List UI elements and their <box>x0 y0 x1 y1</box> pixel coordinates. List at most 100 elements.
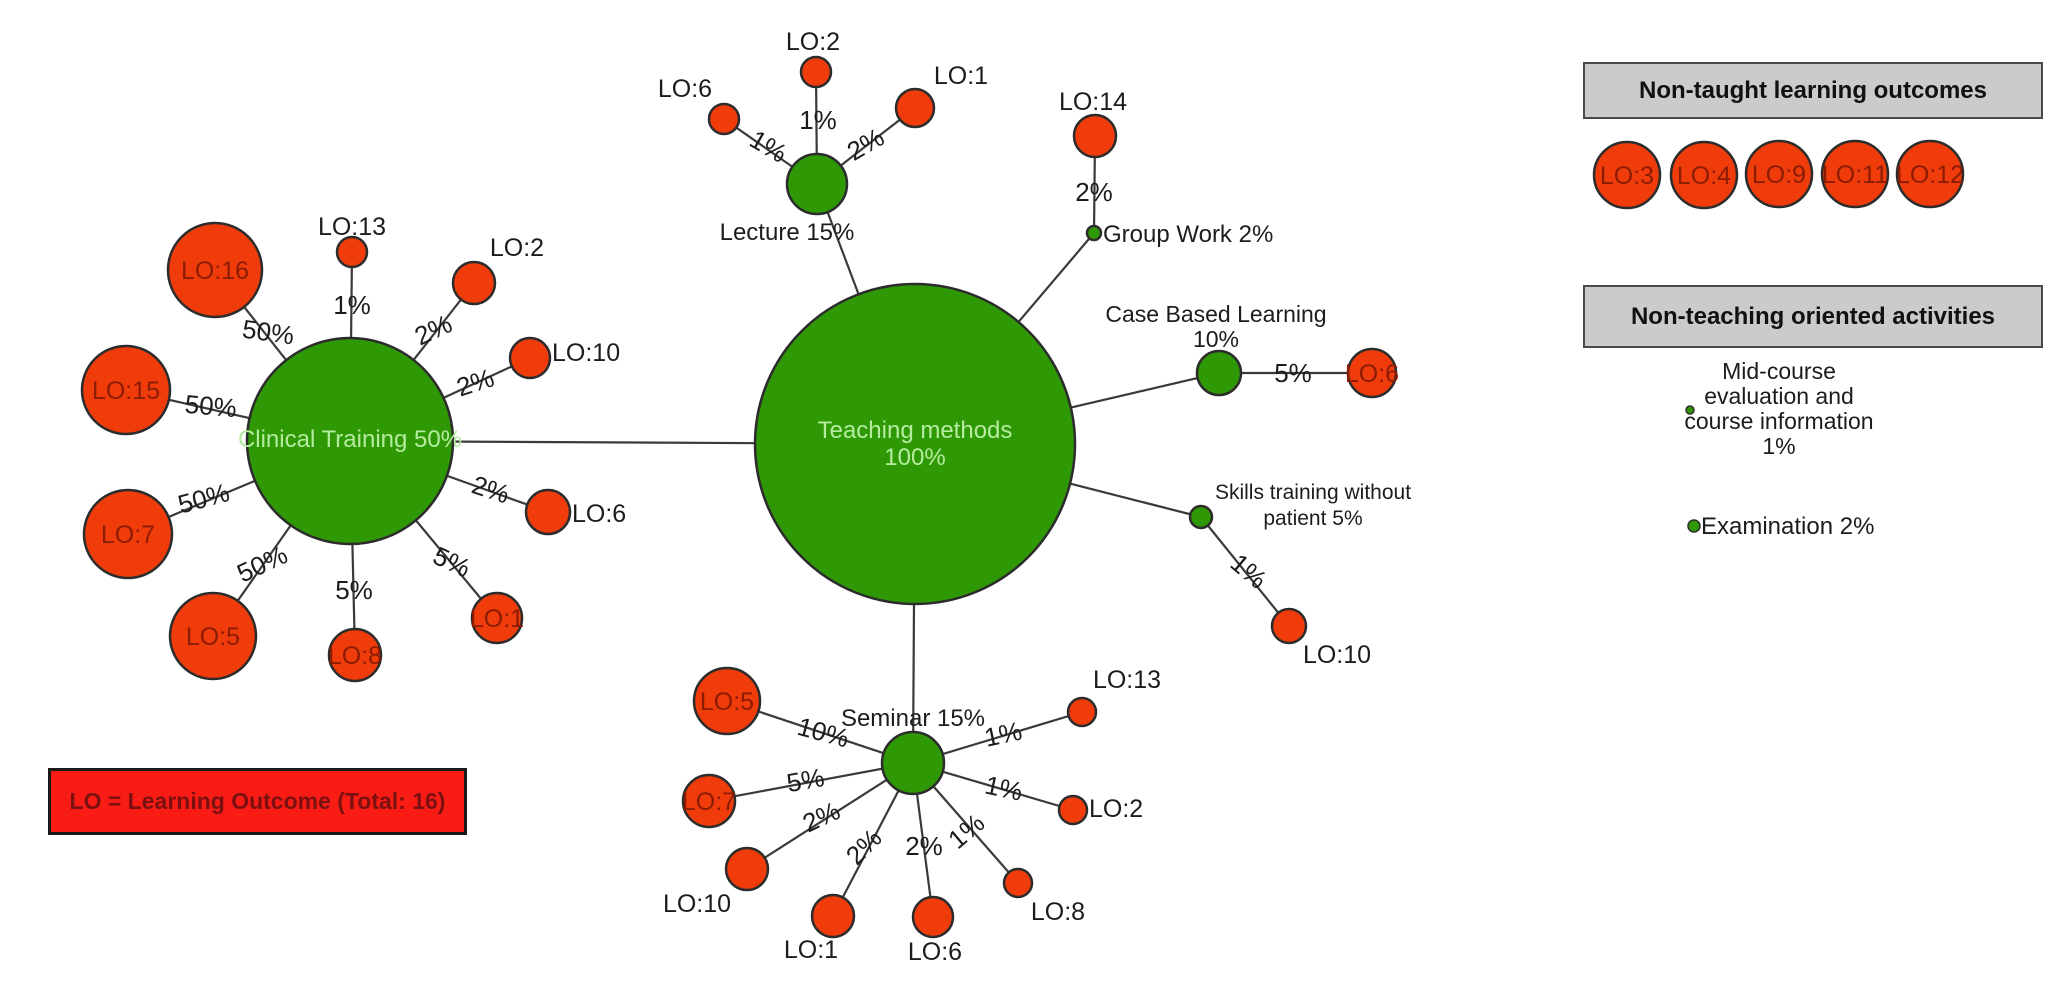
node-m_lo7 <box>681 773 737 829</box>
node-c_lo5 <box>168 591 258 681</box>
lo-definition-text: LO = Learning Outcome (Total: 16) <box>69 788 446 814</box>
node-label-l_lo2: LO:2 <box>786 28 840 56</box>
node-c_lo13 <box>335 235 369 269</box>
legend-activity-dot-mid-course-evaluation <box>1685 405 1695 415</box>
node-cbl <box>1195 349 1243 397</box>
node-label-m_lo1: LO:1 <box>784 936 838 964</box>
node-c_lo2 <box>451 260 497 306</box>
edge-label-seminar-m_lo2: 1% <box>982 770 1025 807</box>
node-skills <box>1188 504 1214 530</box>
edge-label-seminar-m_lo7: 5% <box>784 762 826 798</box>
node-label-c_lo16: LO:16 <box>181 257 249 285</box>
node-label-cbl: Case Based Learning 10% <box>1105 301 1326 352</box>
edge-seminar-m_lo10 <box>746 762 914 870</box>
node-label-g_lo14: LO:14 <box>1059 88 1127 116</box>
edge-label-clinical-c_lo6: 2% <box>468 469 513 509</box>
legend-outcome-label-LO:11: LO:11 <box>1822 161 1888 189</box>
edge-label-clinical-c_lo16: 50% <box>240 314 296 351</box>
legend-activity-label-examination: Examination 2% <box>1701 513 1874 540</box>
node-clinical <box>245 336 455 546</box>
node-seminar <box>880 730 946 796</box>
edge-skills-s_lo10 <box>1200 516 1290 627</box>
legend-outcome-LO:9 <box>1744 139 1814 209</box>
edge-label-clinical-c_lo5: 50% <box>232 539 292 588</box>
node-label-c_lo10: LO:10 <box>552 339 620 367</box>
node-label-m_lo13: LO:13 <box>1093 666 1161 694</box>
node-label-s_lo10: LO:10 <box>1303 641 1371 669</box>
node-label-m_lo8: LO:8 <box>1031 898 1085 926</box>
node-m_lo6 <box>911 895 955 939</box>
legend-non-teaching-title: Non-teaching oriented activities <box>1630 302 1996 330</box>
node-lecture <box>785 152 849 216</box>
legend-non-teaching-box: Non-teaching oriented activities <box>1583 285 2043 348</box>
legend-outcome-LO:12 <box>1895 139 1965 209</box>
node-label-b_lo6: LO:6 <box>1345 360 1399 388</box>
node-c_lo6 <box>524 488 572 536</box>
edge-label-cbl-b_lo6: 5% <box>1274 358 1312 388</box>
edge-label-groupwork-g_lo14: 2% <box>1075 177 1113 207</box>
node-label-l_lo6: LO:6 <box>658 75 712 103</box>
node-c_lo7 <box>82 488 174 580</box>
node-label-m_lo7: LO:7 <box>682 788 736 816</box>
node-label-l_lo1: LO:1 <box>934 62 988 90</box>
node-l_lo1 <box>894 87 936 129</box>
edge-seminar-m_lo7 <box>708 761 914 803</box>
node-label-seminar: Seminar 15% <box>841 705 985 732</box>
node-m_lo2 <box>1057 794 1089 826</box>
node-m_lo5 <box>692 666 762 736</box>
legend-non-taught-box: Non-taught learning outcomes <box>1583 62 2043 119</box>
node-c_lo10 <box>508 336 552 380</box>
node-m_lo1 <box>810 893 856 939</box>
node-label-c_lo15: LO:15 <box>92 377 160 405</box>
node-label-c_lo2: LO:2 <box>490 234 544 262</box>
node-label-c_lo5: LO:5 <box>186 623 240 651</box>
legend-activity-dot-examination <box>1687 519 1701 533</box>
edge-label-seminar-m_lo8: 1% <box>942 808 990 855</box>
edge-label-clinical-c_lo7: 50% <box>175 477 233 519</box>
legend-outcome-label-LO:9: LO:9 <box>1752 161 1806 189</box>
node-groupwork <box>1085 224 1103 242</box>
legend-outcome-label-LO:12: LO:12 <box>1896 161 1964 189</box>
node-c_lo15 <box>80 344 172 436</box>
legend-outcome-label-LO:3: LO:3 <box>1600 162 1654 190</box>
node-l_lo6 <box>707 102 741 136</box>
lo-definition-box: LO = Learning Outcome (Total: 16) <box>48 768 467 835</box>
node-label-teaching: Teaching methods 100% <box>818 417 1013 471</box>
edge-label-seminar-m_lo6: 2% <box>905 831 943 861</box>
node-l_lo2 <box>799 55 833 89</box>
node-label-m_lo6: LO:6 <box>908 938 962 966</box>
edge-label-seminar-m_lo1: 2% <box>840 823 888 871</box>
edge-label-clinical-c_lo10: 2% <box>453 362 498 402</box>
node-label-m_lo10: LO:10 <box>663 890 731 918</box>
legend-outcome-LO:3 <box>1592 140 1662 210</box>
node-label-c_lo8: LO:8 <box>328 642 382 670</box>
edge-label-clinical-c_lo8: 5% <box>335 575 373 605</box>
node-g_lo14 <box>1072 113 1118 159</box>
edge-label-seminar-m_lo13: 1% <box>982 716 1025 753</box>
legend-outcome-label-LO:4: LO:4 <box>1677 162 1731 190</box>
node-label-c_lo1: LO:1 <box>470 605 524 633</box>
node-m_lo13 <box>1066 696 1098 728</box>
node-c_lo8 <box>327 627 383 683</box>
node-label-c_lo7: LO:7 <box>101 521 155 549</box>
legend-outcome-LO:11 <box>1820 139 1890 209</box>
node-c_lo16 <box>166 221 264 319</box>
edge-label-clinical-c_lo13: 1% <box>333 290 371 320</box>
node-m_lo8 <box>1002 867 1034 899</box>
edge-label-lecture-l_lo2: 1% <box>799 105 837 135</box>
node-c_lo1 <box>470 591 524 645</box>
legend-non-taught-title: Non-taught learning outcomes <box>1639 76 1987 104</box>
node-label-skills: Skills training without patient 5% <box>1215 481 1411 530</box>
legend-outcome-LO:4 <box>1669 140 1739 210</box>
edge-label-clinical-c_lo1: 5% <box>428 540 475 583</box>
node-s_lo10 <box>1270 607 1308 645</box>
node-label-clinical: Clinical Training 50% <box>238 426 462 453</box>
node-label-c_lo6: LO:6 <box>572 500 626 528</box>
node-label-c_lo13: LO:13 <box>318 213 386 241</box>
node-b_lo6 <box>1346 347 1398 399</box>
node-label-groupwork: Group Work 2% <box>1103 221 1273 248</box>
node-label-lecture: Lecture 15% <box>720 219 855 246</box>
node-label-m_lo2: LO:2 <box>1089 795 1143 823</box>
